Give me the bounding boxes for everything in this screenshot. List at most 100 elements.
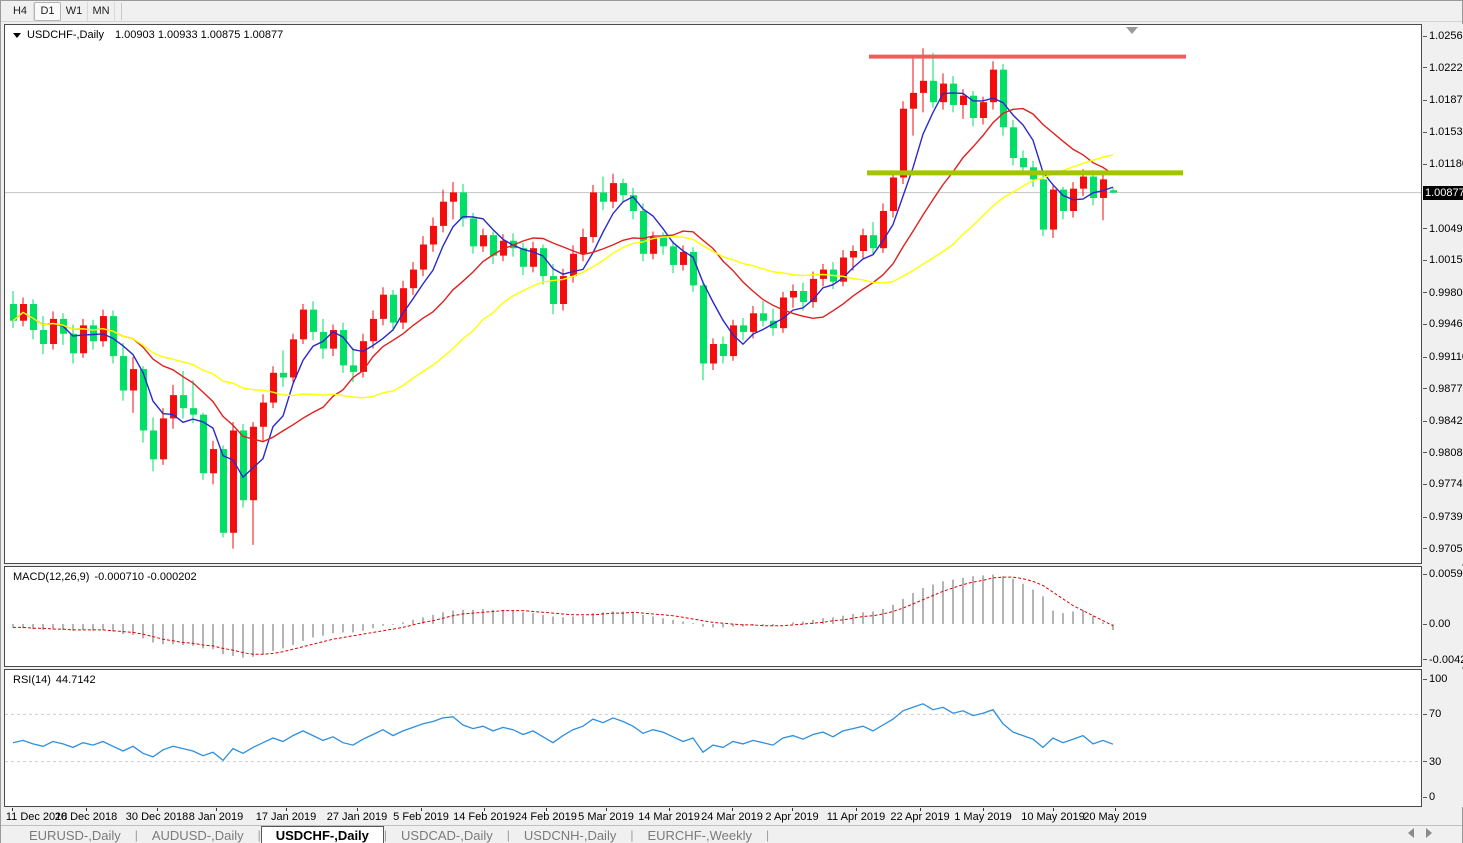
- candlestick-chart[interactable]: USDCHF-,Daily 1.00903 1.00933 1.00875 1.…: [4, 24, 1422, 564]
- tab-separator: |: [765, 828, 770, 842]
- rsi-axis-tick: 30: [1423, 756, 1463, 768]
- chart-ohlc-values: 1.00903 1.00933 1.00875 1.00877: [115, 29, 284, 41]
- ma-fast-line: [12, 92, 1114, 479]
- symbol-tab-eurusd[interactable]: EURUSD-,Daily: [29, 827, 121, 843]
- tab-separator: |: [630, 828, 634, 842]
- time-axis-label: 8 Jan 2019: [188, 811, 244, 823]
- symbol-tab-audusd[interactable]: AUDUSD-,Daily: [151, 827, 244, 843]
- macd-axis[interactable]: 0.00597 0.00 -0.004243: [1423, 566, 1463, 667]
- timeframe-toolbar: H4 D1 W1 MN: [1, 1, 1462, 22]
- macd-label: MACD(12,26,9) -0.000710 -0.000202: [13, 571, 197, 583]
- time-axis-label: 24 Feb 2019: [515, 811, 577, 823]
- symbol-tab-usdchf[interactable]: USDCHF-,Daily: [260, 826, 384, 843]
- price-axis[interactable]: 1.00877 1.02560 1.02220 1.01870 1.01530 1.01…: [1423, 24, 1463, 564]
- symbol-dropdown-icon[interactable]: [13, 32, 21, 38]
- macd-axis-tick: 0.00597: [1423, 568, 1463, 580]
- time-axis-tick: [983, 808, 984, 811]
- tab-separator: |: [257, 828, 261, 842]
- time-axis-tick: [12, 808, 13, 811]
- support-line[interactable]: [867, 170, 1183, 176]
- time-axis-label: 5 Feb 2019: [393, 811, 449, 823]
- time-axis-tick: [546, 808, 547, 811]
- ma-mid-line: [12, 107, 1114, 443]
- time-axis-tick: [86, 808, 87, 811]
- time-axis-tick: [1115, 808, 1116, 811]
- chart-symbol-label: USDCHF-,Daily: [27, 29, 104, 41]
- time-axis-label: 14 Feb 2019: [453, 811, 515, 823]
- time-axis-tick: [157, 808, 158, 811]
- time-axis-tick: [421, 808, 422, 811]
- time-axis-tick: [216, 808, 217, 811]
- time-axis-tick: [792, 808, 793, 811]
- tab-scroll-left-icon[interactable]: [1408, 828, 1414, 838]
- rsi-plot[interactable]: [5, 670, 1421, 806]
- time-axis-label: 24 Mar 2019: [701, 811, 763, 823]
- price-axis-tick: 1.02560: [1423, 30, 1463, 42]
- time-axis-label: 11 Apr 2019: [826, 811, 886, 823]
- macd-plot[interactable]: [5, 567, 1421, 666]
- rsi-panel[interactable]: RSI(14) 44.7142: [4, 669, 1422, 807]
- tab-scroll-right-icon[interactable]: [1426, 828, 1432, 838]
- macd-panel[interactable]: MACD(12,26,9) -0.000710 -0.000202: [4, 566, 1422, 667]
- timeframe-button-d1[interactable]: D1: [34, 1, 61, 21]
- time-axis-label: 20 May 2019: [1083, 811, 1147, 823]
- rsi-value: 44.7142: [55, 674, 96, 686]
- time-axis-label: 1 May 2019: [954, 811, 1012, 823]
- tab-scroll-arrows: [1408, 828, 1432, 838]
- tab-separator: |: [134, 828, 138, 842]
- time-axis-label: 20 Dec 2018: [54, 811, 118, 823]
- price-axis-tick: 1.01180: [1423, 158, 1463, 170]
- time-axis-tick: [606, 808, 607, 811]
- time-axis-label: 17 Jan 2019: [255, 811, 317, 823]
- price-axis-tick: 1.01870: [1423, 94, 1463, 106]
- tab-separator: |: [506, 828, 510, 842]
- time-axis-label: 2 Apr 2019: [765, 811, 819, 823]
- time-axis-tick: [1053, 808, 1054, 811]
- current-price-badge: 1.00877: [1423, 185, 1463, 200]
- time-axis-tick: [669, 808, 670, 811]
- time-axis-label: 10 May 2019: [1021, 811, 1085, 823]
- price-axis-tick: 1.02220: [1423, 62, 1463, 74]
- symbol-tab-usdcad[interactable]: USDCAD-,Daily: [401, 827, 493, 843]
- symbol-tab-usdcnh[interactable]: USDCNH-,Daily: [523, 827, 617, 843]
- macd-values: -0.000710 -0.000202: [94, 571, 197, 583]
- macd-axis-tick: -0.004243: [1423, 654, 1463, 666]
- price-plot[interactable]: [5, 25, 1421, 563]
- time-axis-label: 14 Mar 2019: [638, 811, 700, 823]
- time-axis-tick: [732, 808, 733, 811]
- chart-title: USDCHF-,Daily 1.00903 1.00933 1.00875 1.…: [13, 29, 283, 41]
- macd-axis-tick: 0.00: [1423, 618, 1463, 630]
- time-axis-tick: [856, 808, 857, 811]
- toolbar-separator: [121, 2, 122, 20]
- timeframe-button-h4[interactable]: H4: [7, 1, 34, 21]
- ma-slow-line: [12, 154, 1114, 399]
- time-axis-label: 11 Dec 2018: [5, 811, 68, 823]
- rsi-axis[interactable]: 100 70 30 0: [1423, 669, 1463, 807]
- symbol-tab-eurchf[interactable]: EURCHF-,Weekly: [647, 827, 752, 843]
- time-axis-label: 30 Dec 2018: [125, 811, 189, 823]
- time-axis[interactable]: 11 Dec 2018 20 Dec 2018 30 Dec 2018 8 Jan 2…: [4, 808, 1422, 824]
- rsi-axis-tick: 100: [1423, 673, 1463, 685]
- timeframe-button-w1[interactable]: W1: [61, 1, 88, 21]
- tab-separator: |: [383, 828, 388, 842]
- resistance-line[interactable]: [869, 54, 1186, 59]
- time-axis-label: 22 Apr 2019: [890, 811, 950, 823]
- rsi-axis-tick: 70: [1423, 708, 1463, 720]
- time-axis-label: 5 Mar 2019: [578, 811, 634, 823]
- time-axis-label: 27 Jan 2019: [326, 811, 388, 823]
- chart-shift-marker[interactable]: [1126, 27, 1138, 34]
- symbol-tab-bar: EURUSD-,Daily | AUDUSD-,Daily | USDCHF-,Dail…: [1, 825, 1462, 843]
- price-axis-tick: 1.01530: [1423, 126, 1463, 138]
- timeframe-button-mn[interactable]: MN: [88, 1, 115, 21]
- time-axis-tick: [920, 808, 921, 811]
- time-axis-tick: [286, 808, 287, 811]
